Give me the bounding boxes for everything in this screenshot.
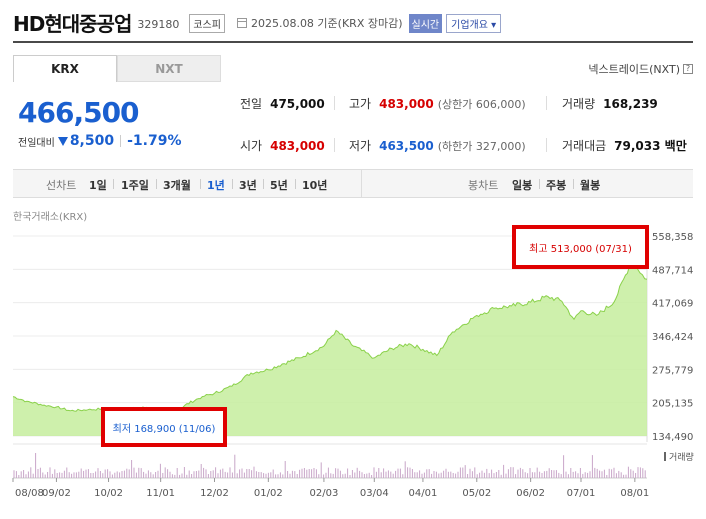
y-tick-label: 487,714 [652,265,693,276]
header-divider [13,41,693,43]
x-tick-label: 12/02 [200,488,229,499]
realtime-button[interactable]: 실시간 [408,13,443,33]
period-1d[interactable]: 1일 [89,179,107,192]
period-divider [573,179,574,189]
price-change: 전일대비 8,500 -1.79% [18,133,182,149]
stat-low: 저가 463,500 (하한가 327,000) [349,137,526,154]
period-divider [232,179,233,189]
stat-volume: 거래량 168,239 [562,95,658,112]
stat-label: 저가 [349,139,372,153]
stat-value: 168,239 [603,97,658,111]
stat-value: 483,000 [379,97,434,111]
stock-header: HD현대중공업 329180 코스피 2025.08.08 기준(KRX 장마감… [13,6,693,38]
volume-legend-icon [664,452,666,461]
stat-open: 시가 483,000 [240,137,325,154]
candle-weekly[interactable]: 주봉 [546,179,567,192]
stat-label: 거래대금 [562,139,607,153]
low-annotation: 최저 168,900 (11/06) [101,407,227,447]
down-arrow-icon [57,136,68,146]
stat-value: 475,000 [270,97,325,111]
period-5y[interactable]: 5년 [270,179,288,192]
as-of-date: 2025.08.08 기준(KRX 장마감) [250,17,403,30]
company-overview-dropdown[interactable]: 기업개요 ▾ [446,13,502,33]
stock-name: HD현대중공업 [13,11,132,36]
stat-divider [334,96,335,110]
y-tick-label: 417,069 [652,299,693,310]
stat-label: 거래량 [562,97,596,111]
stat-divider [546,96,547,110]
x-tick-label: 07/01 [567,488,596,499]
stat-value: 463,500 [379,139,434,153]
change-value: 8,500 [69,133,115,149]
y-tick-label: 205,135 [652,399,693,410]
stat-label: 시가 [240,139,263,153]
stat-high: 고가 483,000 (상한가 606,000) [349,95,526,112]
period-divider [156,179,157,189]
change-separator [120,135,122,147]
quote-stats: 전일 475,000 고가 483,000 (상한가 606,000) 거래량 … [236,93,693,155]
period-3y[interactable]: 3년 [239,179,257,192]
stat-value: 483,000 [270,139,325,153]
y-tick-label: 275,779 [652,365,693,376]
calendar-icon [236,18,247,28]
x-tick-label: 09/02 [42,488,71,499]
tab-nxt[interactable]: NXT [117,55,221,82]
high-annotation-text: 최고 513,000 (07/31) [529,239,632,255]
candle-chart-title: 봉차트 [468,179,499,192]
stat-value: 79,033 백만 [614,139,687,153]
period-divider [539,179,540,189]
help-icon[interactable]: ? [683,64,693,74]
candle-monthly[interactable]: 월봉 [580,179,601,192]
market-badge: 코스피 [189,13,225,33]
price-area [13,257,647,436]
y-tick-label: 134,490 [652,432,693,443]
x-tick-label: 11/01 [146,488,175,499]
high-annotation: 최고 513,000 (07/31) [512,225,649,269]
x-tick-label: 03/04 [360,488,389,499]
period-divider [263,179,264,189]
volume-label: 거래량 [669,451,694,463]
stat-label: 고가 [349,97,372,111]
stock-code: 329180 [137,17,180,31]
period-divider [113,179,114,189]
x-tick-label: 02/03 [310,488,339,499]
low-annotation-text: 최저 168,900 (11/06) [112,419,216,435]
stat-sub: (하한가 327,000) [437,140,526,153]
stat-amount: 거래대금 79,033 백만 [562,137,687,154]
stat-divider [546,138,547,152]
stat-label: 전일 [240,97,263,111]
period-1y[interactable]: 1년 [207,179,225,192]
y-tick-label: 558,358 [652,232,693,243]
period-divider [200,179,201,189]
period-10y[interactable]: 10년 [302,179,328,192]
current-price: 466,500 [18,96,140,129]
period-1w[interactable]: 1주일 [121,179,149,192]
x-tick-label: 10/02 [94,488,123,499]
line-chart-title: 선차트 [46,179,77,192]
nxt-trade-label: 넥스트레이드(NXT) [588,63,680,76]
x-tick-label: 06/02 [516,488,545,499]
change-percent: -1.79% [127,133,182,149]
tab-krx[interactable]: KRX [13,55,117,82]
x-tick-label: 08/08 [15,488,44,499]
y-tick-label: 346,424 [652,332,693,343]
stat-prev-close: 전일 475,000 [240,95,325,112]
x-tick-label: 01/02 [254,488,283,499]
period-3m[interactable]: 3개월 [163,179,191,192]
period-divider [295,179,296,189]
candle-daily[interactable]: 일봉 [512,179,533,192]
stat-sub: (상한가 606,000) [437,98,526,111]
change-label: 전일대비 [18,137,55,149]
period-bar: 선차트 1일 1주일 3개월 1년 3년 5년 10년 봉차트 일봉 주봉 월봉 [13,169,693,198]
x-tick-label: 08/01 [620,488,649,499]
period-bar-divider [361,170,362,197]
stat-divider [334,138,335,152]
x-tick-label: 05/02 [462,488,491,499]
chart-source: 한국거래소(KRX) [13,212,88,223]
nxt-trade-info: 넥스트레이드(NXT) ? [588,61,693,77]
x-tick-label: 04/01 [409,488,438,499]
